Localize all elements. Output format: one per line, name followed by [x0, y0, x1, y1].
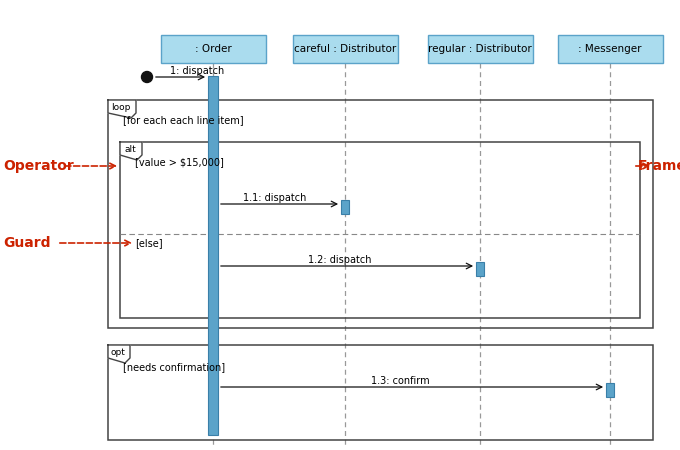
Text: [for each each line item]: [for each each line item]: [123, 115, 243, 125]
Circle shape: [141, 72, 152, 82]
Text: [else]: [else]: [135, 238, 163, 248]
Text: 1: dispatch: 1: dispatch: [170, 66, 224, 76]
Bar: [120, 142, 640, 318]
Bar: [292, 35, 398, 63]
Text: Operator: Operator: [3, 159, 73, 173]
Bar: [558, 35, 662, 63]
Text: 1.2: dispatch: 1.2: dispatch: [308, 255, 372, 265]
Text: 1.1: dispatch: 1.1: dispatch: [243, 193, 307, 203]
Text: [needs confirmation]: [needs confirmation]: [123, 362, 225, 372]
Text: : Messenger: : Messenger: [578, 44, 642, 54]
Text: Guard: Guard: [3, 236, 50, 250]
Text: opt: opt: [111, 348, 125, 357]
Bar: [108, 100, 653, 328]
Text: loop: loop: [112, 103, 131, 112]
Bar: [606, 383, 614, 397]
Text: 1.3: confirm: 1.3: confirm: [371, 376, 429, 386]
Text: careful : Distributor: careful : Distributor: [294, 44, 396, 54]
Polygon shape: [108, 345, 130, 363]
Text: [value > $15,000]: [value > $15,000]: [135, 157, 224, 167]
Bar: [160, 35, 265, 63]
Bar: [208, 76, 218, 435]
Bar: [428, 35, 532, 63]
Text: regular : Distributor: regular : Distributor: [428, 44, 532, 54]
Bar: [476, 262, 484, 276]
Polygon shape: [108, 100, 136, 118]
Text: : Order: : Order: [194, 44, 231, 54]
Bar: [341, 200, 349, 214]
Text: alt: alt: [124, 145, 136, 154]
Text: Frame: Frame: [638, 159, 680, 173]
Polygon shape: [120, 142, 142, 160]
Bar: [108, 345, 653, 440]
